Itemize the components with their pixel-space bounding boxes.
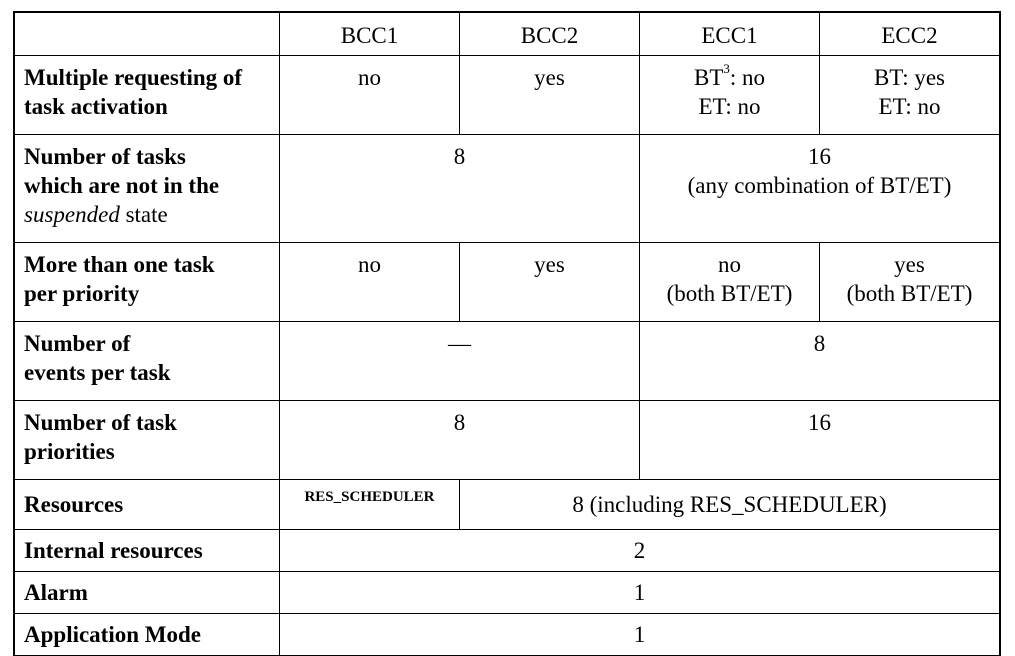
cell-internal-resources-value: 2 <box>279 529 1000 572</box>
row-label-application-mode: Application Mode <box>14 613 280 656</box>
cell-ecc1: no (both BT/ET) <box>639 242 820 322</box>
label-line: Number of tasks <box>24 144 186 169</box>
italic-term: suspended <box>24 202 120 227</box>
cell-bcc2: yes <box>459 55 640 135</box>
bt-text: BT <box>693 65 724 90</box>
row-label-alarm: Alarm <box>14 571 280 614</box>
header-bcc2: BCC2 <box>459 12 640 56</box>
cell-line: ET: no <box>878 94 941 119</box>
cell-ecc2: BT: yes ET: no <box>819 55 1000 135</box>
row-label-multiple-activation: Multiple requesting of task activation <box>14 55 280 135</box>
cell-ecc-merged: 16 (any combination of BT/ET) <box>639 134 1000 243</box>
cell-line: yes <box>894 252 925 277</box>
cell-bcc-merged: — <box>279 321 640 401</box>
row-label-events-per-task: Number of events per task <box>14 321 280 401</box>
bt-value: : no <box>729 65 766 90</box>
cell-alarm-value: 1 <box>279 571 1000 614</box>
cell-bcc-merged: 8 <box>279 134 640 243</box>
row-application-mode: Application Mode 1 <box>14 613 1000 656</box>
header-ecc1: ECC1 <box>639 12 820 56</box>
cell-ecc-merged: 8 <box>639 321 1000 401</box>
label-rest: state <box>119 202 168 227</box>
cell-bcc-merged: 8 <box>279 400 640 480</box>
cell-ecc1: BT3: no ET: no <box>639 55 820 135</box>
cell-line: (both BT/ET) <box>666 281 793 306</box>
label-line: which are not in the <box>24 173 220 198</box>
label-line: task activation <box>24 94 168 119</box>
header-ecc2: ECC2 <box>819 12 1000 56</box>
row-label-resources: Resources <box>14 479 280 530</box>
footnote-ref: 3 <box>723 61 730 77</box>
row-label-task-priorities: Number of task priorities <box>14 400 280 480</box>
label-line: Multiple requesting of <box>24 65 243 90</box>
label-line: More than one task <box>24 252 215 277</box>
header-bcc1: BCC1 <box>279 12 460 56</box>
label-line: per priority <box>24 281 140 306</box>
header-row: BCC1 BCC2 ECC1 ECC2 <box>14 12 1000 56</box>
row-label-more-than-one-task: More than one task per priority <box>14 242 280 322</box>
cell-line: BT3: no <box>640 61 819 92</box>
row-resources: Resources RES_SCHEDULER 8 (including RES… <box>14 479 1000 530</box>
cell-bcc2: yes <box>459 242 640 322</box>
cell-line: BT: yes <box>873 65 946 90</box>
row-more-than-one-task: More than one task per priority no yes n… <box>14 242 1000 322</box>
row-label-tasks-not-suspended: Number of tasks which are not in the sus… <box>14 134 280 243</box>
cell-line: (both BT/ET) <box>846 281 973 306</box>
cell-resources-rest: 8 (including RES_SCHEDULER) <box>459 479 1000 530</box>
label-line: Number of task <box>24 410 177 435</box>
label-line: suspended state <box>24 200 279 229</box>
row-internal-resources: Internal resources 2 <box>14 529 1000 572</box>
row-label-internal-resources: Internal resources <box>14 529 280 572</box>
row-task-priorities: Number of task priorities 8 16 <box>14 400 1000 480</box>
cell-bcc1: no <box>279 242 460 322</box>
label-line: events per task <box>24 360 171 385</box>
cell-bcc1-res-scheduler: RES_SCHEDULER <box>279 479 460 530</box>
cell-ecc-merged: 16 <box>639 400 1000 480</box>
conformance-table-wrapper: BCC1 BCC2 ECC1 ECC2 Multiple requesting … <box>13 11 1001 656</box>
cell-line: (any combination of BT/ET) <box>687 173 952 198</box>
cell-line: ET: no <box>698 94 761 119</box>
row-tasks-not-suspended: Number of tasks which are not in the sus… <box>14 134 1000 243</box>
row-alarm: Alarm 1 <box>14 571 1000 614</box>
cell-application-mode-value: 1 <box>279 613 1000 656</box>
label-line: priorities <box>24 439 115 464</box>
cell-line: 16 <box>808 144 831 169</box>
row-events-per-task: Number of events per task — 8 <box>14 321 1000 401</box>
conformance-class-table: BCC1 BCC2 ECC1 ECC2 Multiple requesting … <box>13 11 1001 656</box>
label-line: Number of <box>24 331 131 356</box>
cell-ecc2: yes (both BT/ET) <box>819 242 1000 322</box>
row-multiple-activation: Multiple requesting of task activation n… <box>14 55 1000 135</box>
cell-line: no <box>718 252 741 277</box>
cell-bcc1: no <box>279 55 460 135</box>
header-corner <box>14 12 280 56</box>
